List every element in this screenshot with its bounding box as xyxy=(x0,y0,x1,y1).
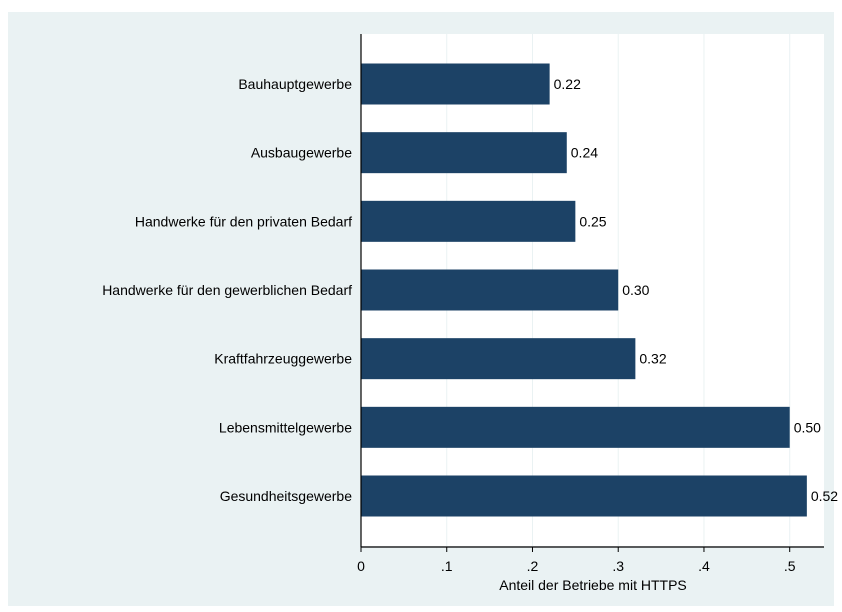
bar-value-label: 0.22 xyxy=(554,76,581,92)
bar xyxy=(361,338,636,380)
x-axis-ticks: 0 .1 .2 .3 .4 .5 xyxy=(357,547,796,574)
x-tick-label: .1 xyxy=(441,558,453,574)
bar-value-label: 0.52 xyxy=(811,488,838,504)
category-labels: Bauhauptgewerbe Ausbaugewerbe Handwerke fü… xyxy=(102,76,352,504)
x-tick-label: .2 xyxy=(527,558,539,574)
x-tick-label: .4 xyxy=(698,558,710,574)
category-label: Ausbaugewerbe xyxy=(251,145,352,161)
x-tick-label: .3 xyxy=(612,558,624,574)
bar xyxy=(361,406,790,448)
category-label: Lebensmittelgewerbe xyxy=(219,419,352,435)
bar xyxy=(361,63,550,105)
category-label: Bauhauptgewerbe xyxy=(238,76,352,92)
category-label: Kraftfahrzeuggewerbe xyxy=(214,351,352,367)
grid-lines xyxy=(446,34,791,547)
bar-value-label: 0.24 xyxy=(571,145,598,161)
bar-value-label: 0.30 xyxy=(622,282,649,298)
bar-value-label: 0.50 xyxy=(794,419,821,435)
x-tick-label: .5 xyxy=(784,558,796,574)
category-label: Gesundheitsgewerbe xyxy=(220,488,353,504)
bar xyxy=(361,475,807,517)
bar-value-labels: 0.22 0.24 0.25 0.30 0.32 0.50 0.52 xyxy=(554,76,839,504)
bar xyxy=(361,200,576,242)
bar-value-label: 0.25 xyxy=(579,213,606,229)
category-label: Handwerke für den privaten Bedarf xyxy=(135,213,352,229)
bar xyxy=(361,132,567,174)
bar xyxy=(361,269,619,311)
x-axis-label: Anteil der Betriebe mit HTTPS xyxy=(499,577,687,593)
bar-value-label: 0.32 xyxy=(639,351,666,367)
bars xyxy=(361,63,807,517)
x-tick-label: 0 xyxy=(357,558,365,574)
category-label: Handwerke für den gewerblichen Bedarf xyxy=(102,282,352,298)
